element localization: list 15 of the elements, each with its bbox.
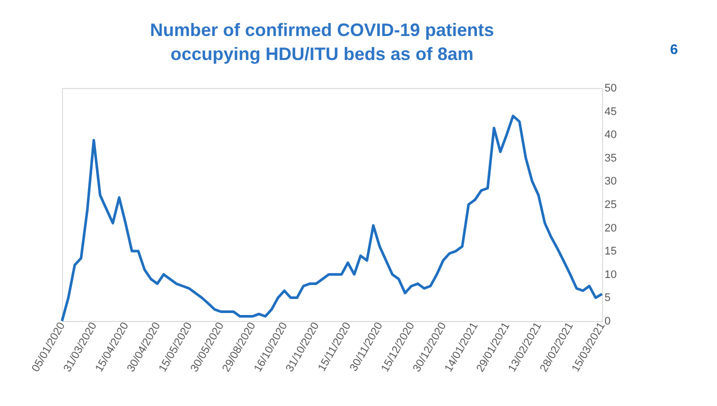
y-tick-label: 15 (604, 246, 617, 258)
y-tick-label: 50 (604, 82, 617, 94)
line-series (60, 114, 604, 322)
y-tick-label: 10 (604, 268, 617, 281)
y-tick-label: 35 (604, 152, 617, 164)
y-tick-label: 5 (604, 292, 611, 304)
text: 6 (670, 41, 678, 57)
text: occupying HDU/ITU beds as of 8am (170, 44, 474, 64)
text: Number of confirmed COVID-19 patients (150, 20, 494, 40)
y-tick-label: 20 (604, 222, 617, 234)
y-tick-label: 40 (604, 129, 617, 142)
y-tick-label: 25 (604, 199, 617, 211)
y-tick-label: 0 (604, 316, 611, 328)
y-tick-label: 45 (604, 106, 617, 118)
y-tick-label: 30 (604, 176, 617, 188)
